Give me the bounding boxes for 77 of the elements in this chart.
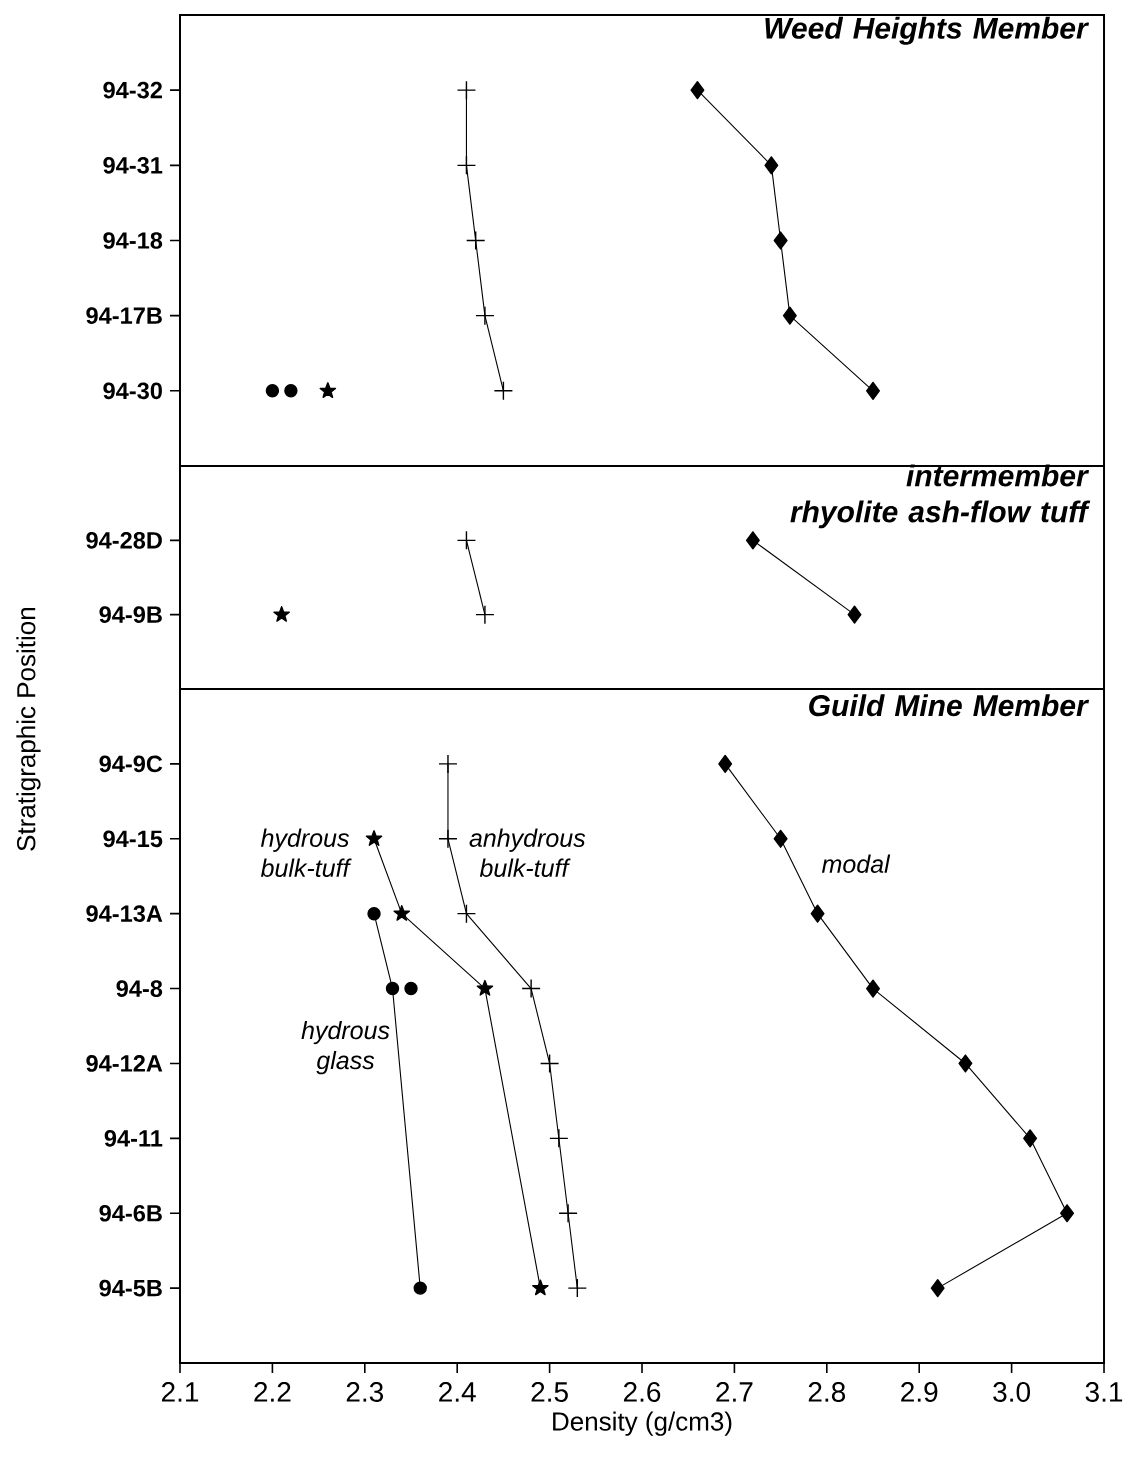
point <box>475 305 495 326</box>
chart-title: Guild Mine Member <box>809 694 1089 717</box>
point <box>456 530 477 551</box>
point <box>273 605 290 622</box>
point <box>865 381 880 400</box>
point <box>558 1203 578 1223</box>
y-tick-label: 94-5B <box>99 1279 162 1297</box>
y-tick-label: 94-9C <box>99 755 163 773</box>
y-tick-label: 94-6B <box>99 1204 162 1222</box>
text: intermember rhyolite ash-flow tuff <box>790 464 1091 529</box>
point <box>1059 1204 1074 1223</box>
point <box>567 1278 587 1298</box>
x-tick-label: 2.1 <box>161 1382 199 1402</box>
point <box>284 384 298 398</box>
y-tick-label: 94-30 <box>103 382 162 400</box>
point <box>385 981 400 996</box>
point <box>493 381 514 401</box>
x-tick-label: 2.5 <box>531 1382 568 1402</box>
y-tick-label: 94-12A <box>86 1055 163 1072</box>
point <box>438 829 458 849</box>
point <box>539 1053 560 1074</box>
point <box>456 80 477 100</box>
series-label: anhydrous bulk-tuff <box>469 828 586 877</box>
point <box>438 754 458 774</box>
point <box>930 1279 945 1298</box>
x-tick-label: 2.8 <box>808 1382 845 1402</box>
point <box>549 1128 569 1149</box>
point <box>865 979 880 998</box>
x-tick-label: 2.3 <box>346 1382 383 1402</box>
x-axis-title: Density (g/cm3) <box>553 1411 732 1436</box>
y-tick-label: 94-15 <box>103 830 163 848</box>
point <box>531 1279 549 1296</box>
point <box>521 978 541 999</box>
x-tick-label: 3.1 <box>1085 1382 1123 1402</box>
y-tick-label: 94-32 <box>103 81 162 99</box>
point <box>393 904 411 921</box>
point <box>365 830 383 846</box>
point <box>958 1054 973 1073</box>
point <box>456 903 477 924</box>
series-label: modal <box>821 854 891 873</box>
y-tick-label: 94-11 <box>104 1130 163 1147</box>
x-tick-label: 2.4 <box>439 1382 476 1402</box>
point <box>745 531 760 550</box>
point <box>773 231 788 250</box>
point <box>475 604 495 625</box>
point <box>265 384 280 398</box>
y-tick-label: 94-8 <box>116 980 163 997</box>
point <box>413 1281 427 1295</box>
x-tick-label: 2.9 <box>901 1382 938 1402</box>
point <box>810 904 825 923</box>
point <box>764 156 779 175</box>
point <box>476 979 494 996</box>
point <box>465 230 486 251</box>
y-tick-label: 94-28D <box>86 531 162 549</box>
x-tick-label: 2.2 <box>254 1382 291 1402</box>
y-tick-label: 94-13A <box>86 905 163 923</box>
point <box>319 382 337 398</box>
point <box>782 306 797 325</box>
x-tick-label: 3.0 <box>993 1382 1030 1402</box>
chart-title: Weed Heights Member <box>765 16 1089 45</box>
point <box>404 981 418 996</box>
series-label: hydrous glass <box>301 1020 390 1075</box>
point <box>367 906 381 921</box>
x-tick-label: 2.6 <box>623 1382 661 1402</box>
y-tick-label: 94-18 <box>103 232 163 249</box>
series-label: hydrous bulk-tuff <box>260 828 352 877</box>
x-tick-label: 2.7 <box>716 1382 753 1402</box>
point <box>718 754 733 773</box>
point <box>1023 1129 1038 1148</box>
y-axis-title: Stratigraphic Position <box>16 608 41 851</box>
y-tick-label: 94-31 <box>103 156 163 174</box>
point <box>456 155 477 176</box>
y-tick-label: 94-9B <box>99 606 162 623</box>
point <box>773 829 788 848</box>
point <box>847 605 862 624</box>
point <box>690 81 705 100</box>
y-tick-label: 94-17B <box>86 307 162 324</box>
